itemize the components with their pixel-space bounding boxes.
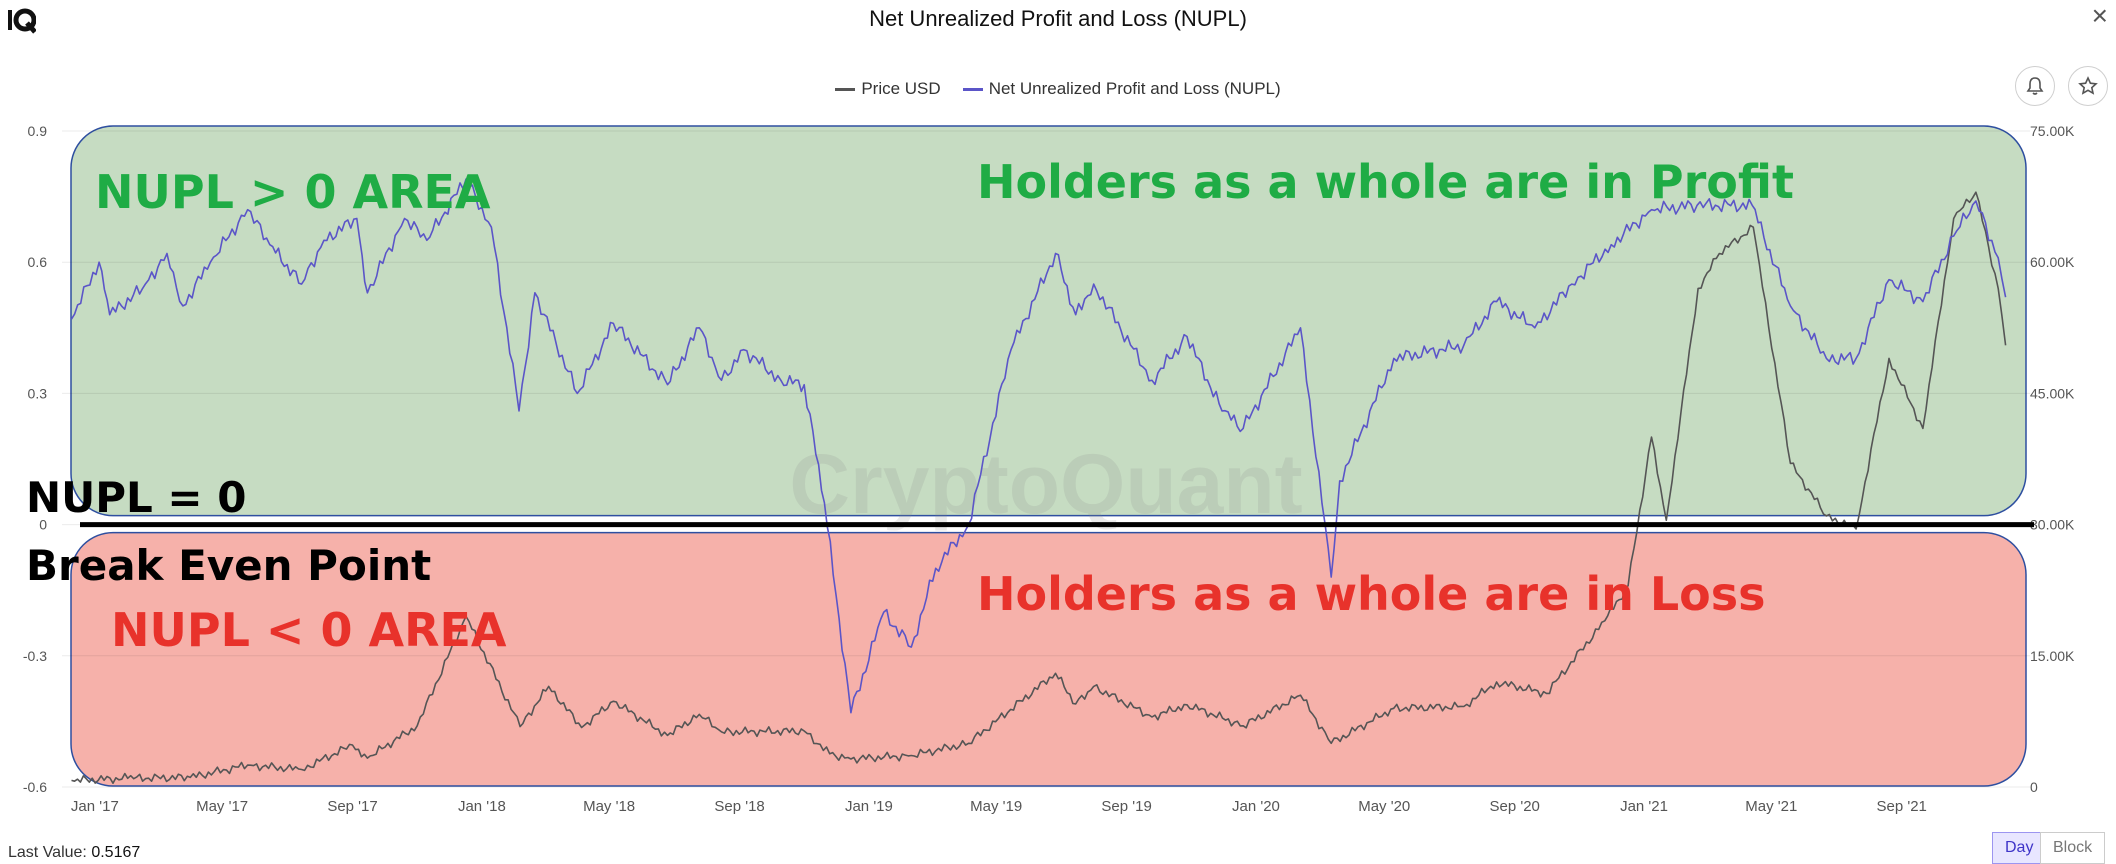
profit-region <box>70 125 2027 517</box>
bell-icon <box>2026 77 2044 95</box>
x-tick-label: Sep '18 <box>714 798 764 815</box>
y-right-tick-label: 60.00K <box>2030 254 2075 270</box>
y-right-tick-label: 15.00K <box>2030 648 2075 664</box>
last-value-label: Last Value: <box>8 844 87 861</box>
legend-swatch-nupl <box>962 87 983 91</box>
x-tick-label: Jan '18 <box>458 798 506 815</box>
loss-caption: Holders as a whole are in Loss <box>977 567 1766 621</box>
loss-region <box>70 531 2027 787</box>
x-tick-label: May '17 <box>196 798 248 815</box>
page-title: Net Unrealized Profit and Loss (NUPL) <box>869 6 1247 31</box>
y-right-tick-label: 30.00K <box>2030 517 2075 533</box>
nupl-zero-label: NUPL = 0 <box>26 473 246 522</box>
last-value-readout: Last Value: 0.5167 <box>8 844 140 862</box>
legend-label-price: Price USD <box>861 79 941 98</box>
nupl-line <box>70 178 2007 714</box>
loss-area-label: NUPL < 0 AREA <box>111 603 507 657</box>
y-left-tick-label: 0.3 <box>28 385 48 401</box>
x-tick-label: Sep '20 <box>1489 798 1539 815</box>
price-usd-line <box>71 191 2007 784</box>
x-tick-label: Jan '19 <box>845 798 893 815</box>
legend-label-nupl: Net Unrealized Profit and Loss (NUPL) <box>988 79 1281 98</box>
x-tick-label: Sep '17 <box>327 798 377 815</box>
y-left-tick-label: 0.6 <box>28 254 48 270</box>
y-left-tick-label: -0.3 <box>23 648 47 664</box>
close-icon[interactable]: × <box>2091 0 2108 31</box>
y-left-tick-label: 0 <box>39 517 47 533</box>
alert-bell-button[interactable] <box>2015 66 2055 106</box>
x-tick-label: May '18 <box>583 798 635 815</box>
profit-area-label: NUPL > 0 AREA <box>95 165 491 219</box>
chart-legend: Price USD Net Unrealized Profit and Loss… <box>0 79 2116 99</box>
star-icon <box>2078 76 2098 95</box>
watermark: CryptoQuant <box>789 437 1302 531</box>
x-tick-label: May '20 <box>1358 798 1410 815</box>
block-resolution-button[interactable]: Block <box>2040 832 2106 864</box>
cryptoquant-logo-icon <box>8 6 37 39</box>
x-tick-label: Jan '20 <box>1232 798 1280 815</box>
last-value: 0.5167 <box>91 844 141 861</box>
favorite-star-button[interactable] <box>2068 66 2108 106</box>
x-tick-label: Jan '21 <box>1620 798 1668 815</box>
day-resolution-button[interactable]: Day <box>1992 832 2047 864</box>
x-tick-label: Sep '21 <box>1876 798 1926 815</box>
x-tick-label: Jan '17 <box>71 798 119 815</box>
y-left-tick-label: 0.9 <box>28 123 48 139</box>
y-right-tick-label: 0 <box>2030 779 2038 795</box>
break-even-label: Break Even Point <box>26 541 431 590</box>
x-tick-label: May '19 <box>970 798 1022 815</box>
x-tick-label: May '21 <box>1745 798 1797 815</box>
y-right-tick-label: 45.00K <box>2030 385 2075 401</box>
y-left-tick-label: -0.6 <box>23 779 47 795</box>
legend-item-price[interactable]: Price USD <box>835 79 941 99</box>
profit-caption: Holders as a whole are in Profit <box>977 155 1794 209</box>
y-right-tick-label: 75.00K <box>2030 123 2075 139</box>
legend-item-nupl[interactable]: Net Unrealized Profit and Loss (NUPL) <box>962 79 1281 99</box>
x-tick-label: Sep '19 <box>1101 798 1151 815</box>
legend-swatch-price <box>835 87 856 91</box>
